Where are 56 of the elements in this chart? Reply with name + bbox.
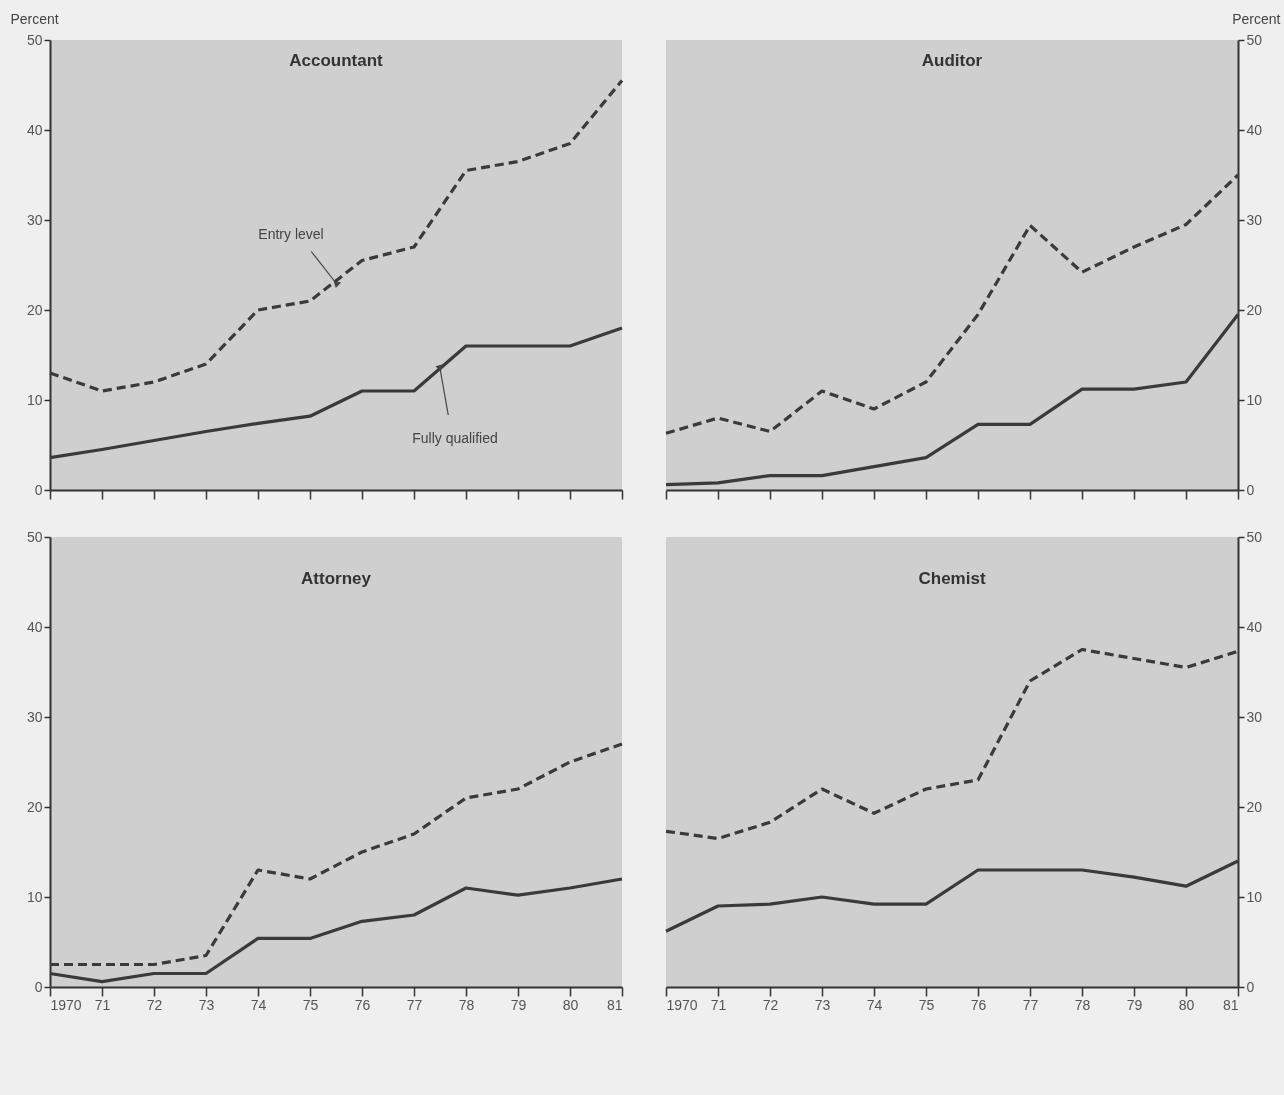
y-tick-label: 20 (26, 798, 43, 815)
x-tick-label: 74 (866, 996, 883, 1013)
x-tick-label: 77 (406, 996, 423, 1013)
x-tick-label: 75 (918, 996, 935, 1013)
y-tick-label: 10 (26, 888, 43, 905)
x-tick-label: 1970 (666, 996, 698, 1013)
x-tick-label: 72 (762, 996, 779, 1013)
x-tick-label: 74 (250, 996, 267, 1013)
x-tick-label: 72 (146, 996, 163, 1013)
x-tick-label: 81 (606, 996, 623, 1013)
y-tick-label: 50 (26, 528, 43, 545)
y-tick-label: 0 (34, 481, 43, 498)
x-tick-label: 71 (710, 996, 727, 1013)
y-tick-label: 0 (34, 978, 43, 995)
x-tick-label: 1970 (50, 996, 82, 1013)
y-tick-label: 40 (1246, 618, 1263, 635)
y-tick-label: 40 (26, 618, 43, 635)
y-tick-label: 30 (26, 211, 43, 228)
x-tick-label: 79 (510, 996, 527, 1013)
y-tick-label: 0 (1246, 481, 1255, 498)
y-tick-label: 50 (1246, 31, 1263, 48)
y-tick-label: 40 (1246, 121, 1263, 138)
x-tick-label: 80 (562, 996, 579, 1013)
y-tick-label: 30 (1246, 708, 1263, 725)
y-tick-label: 10 (26, 391, 43, 408)
x-tick-label: 78 (458, 996, 475, 1013)
y-axis-title: Percent (1232, 10, 1281, 27)
y-tick-label: 50 (1246, 528, 1263, 545)
text: Attorney (301, 569, 372, 588)
y-tick-label: 20 (1246, 301, 1263, 318)
annotation: Entry level (258, 226, 324, 242)
y-tick-label: 0 (1246, 978, 1255, 995)
x-tick-label: 79 (1126, 996, 1143, 1013)
y-tick-label: 20 (1246, 798, 1263, 815)
y-tick-label: 10 (1246, 391, 1263, 408)
x-tick-label: 73 (814, 996, 831, 1013)
annotation: Fully qualified (412, 429, 498, 446)
y-tick-label: 40 (26, 121, 43, 138)
text: Chemist (918, 569, 986, 588)
y-axis-title: Percent (10, 10, 59, 27)
x-tick-label: 75 (302, 996, 319, 1013)
x-tick-label: 73 (198, 996, 215, 1013)
y-tick-label: 30 (1246, 211, 1263, 228)
y-tick-label: 30 (26, 708, 43, 725)
y-tick-label: 10 (1246, 888, 1263, 905)
x-tick-label: 71 (94, 996, 111, 1013)
y-tick-label: 20 (26, 301, 43, 318)
x-tick-label: 80 (1178, 996, 1195, 1013)
y-tick-label: 50 (26, 31, 43, 48)
x-tick-label: 77 (1022, 996, 1039, 1013)
x-tick-label: 76 (970, 996, 987, 1013)
text: Auditor (921, 51, 983, 70)
x-tick-label: 81 (1222, 996, 1239, 1013)
x-tick-label: 76 (354, 996, 371, 1013)
text: Accountant (289, 51, 384, 70)
x-tick-label: 78 (1074, 996, 1091, 1013)
